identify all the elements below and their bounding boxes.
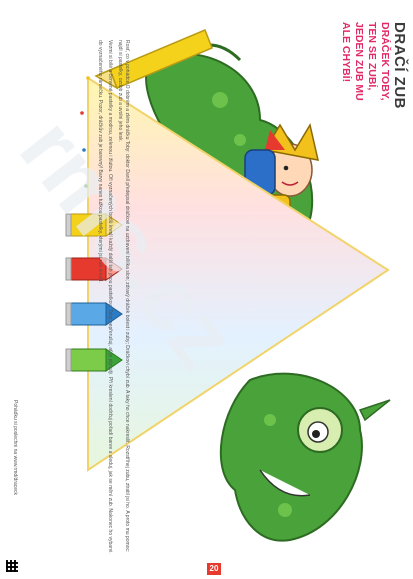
subtitle-line: TEN SE ZUBÍ, xyxy=(366,22,378,91)
instruction-paragraph: Vezmi si bílé a červené pastelky a modro… xyxy=(107,40,113,554)
yellow-pencil-icon xyxy=(65,213,123,237)
credit: Pohádku si poslechni na www.rmd/draceck xyxy=(6,400,18,540)
blue-pencil-icon xyxy=(65,302,123,326)
subtitle-line: DRÁČEK TOBY, xyxy=(379,22,391,101)
header: DRAČÍ ZUB DRÁČEK TOBY, TEN SE ZUBÍ, JEDE… xyxy=(340,22,408,282)
page-title: DRAČÍ ZUB xyxy=(391,22,408,109)
instruction-paragraph: Rosť, co v pohádce O dobrém a zlém dráčk… xyxy=(117,40,130,553)
credit-text: Pohádku si poslechni na www.rmd/draceck xyxy=(12,400,18,496)
page-number: 20 xyxy=(207,563,221,575)
dragon-head-icon xyxy=(219,372,391,542)
instructions-rotated: Rosť, co v pohádce O dobrém a zlém dráčk… xyxy=(20,40,130,560)
instruction-paragraph: do vyznačeného rámečku. Pozor, dráčkův z… xyxy=(97,40,103,283)
green-pencil-icon xyxy=(65,348,123,372)
subtitle: DRÁČEK TOBY, TEN SE ZUBÍ, JEDEN ZUB MU A… xyxy=(339,22,391,282)
red-pencil-icon xyxy=(65,257,123,281)
subtitle-line: ALE CHYBÍ! xyxy=(340,22,352,83)
dot-guides xyxy=(80,76,90,188)
header-rotated: DRAČÍ ZUB DRÁČEK TOBY, TEN SE ZUBÍ, JEDE… xyxy=(340,22,408,282)
pencil-icon xyxy=(94,29,213,90)
subtitle-line: JEDEN ZUB MU xyxy=(353,22,365,101)
qr-code-icon xyxy=(6,560,18,572)
instructions: Rosť, co v pohádce O dobrém a zlém dráčk… xyxy=(20,40,130,560)
